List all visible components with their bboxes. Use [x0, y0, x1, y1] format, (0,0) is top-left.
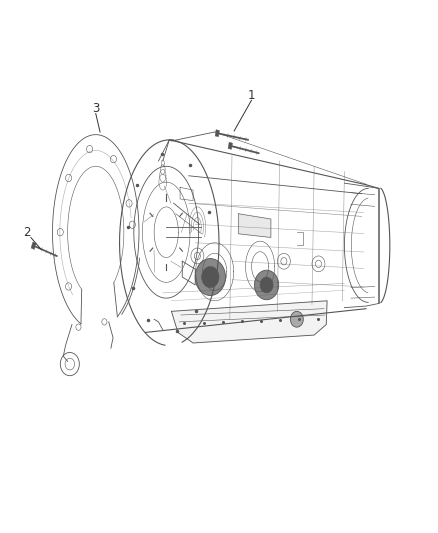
Circle shape [202, 266, 219, 288]
Polygon shape [31, 242, 36, 249]
Circle shape [254, 270, 279, 300]
Polygon shape [171, 301, 327, 343]
Text: 1: 1 [247, 88, 255, 102]
Text: 3: 3 [92, 102, 99, 115]
Polygon shape [215, 130, 219, 136]
Circle shape [195, 259, 226, 295]
Text: 2: 2 [23, 225, 30, 239]
Circle shape [290, 311, 304, 327]
Polygon shape [228, 142, 233, 149]
Circle shape [260, 277, 273, 293]
Polygon shape [238, 214, 271, 238]
